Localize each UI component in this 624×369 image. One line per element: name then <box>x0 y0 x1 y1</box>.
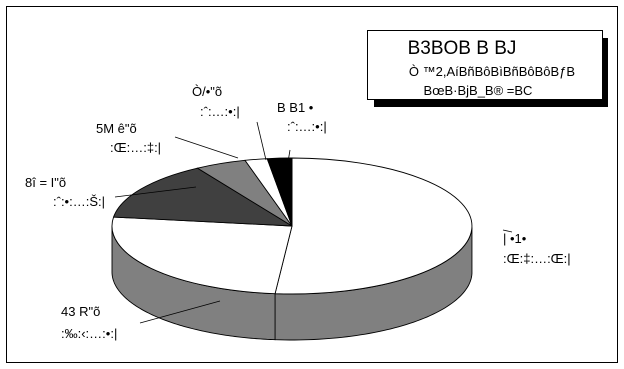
slice-3-value: :ˆ:•:…:Š:| <box>53 194 105 209</box>
slice-4-name: 5M ê"õ <box>96 121 137 136</box>
pie-slice-1 <box>274 157 473 295</box>
slice-labels: | •1• :Œ:‡:…:Œ:| 43 R"õ :‰:‹:…:•:| 8î = … <box>25 84 571 341</box>
pie-slice-6 <box>266 157 293 227</box>
leader-lines <box>114 121 513 324</box>
slice-4-value: :Œ:…:‡:| <box>110 140 161 155</box>
slice-1-name: | •1• <box>503 231 527 246</box>
pie-slice-3 <box>112 167 293 227</box>
slice-2-name: 43 R"õ <box>61 304 100 319</box>
pie-slice-2 <box>111 216 293 295</box>
slice-6-name: B B1 • <box>277 100 314 115</box>
chart-title: B3BOB B BJ <box>408 38 517 59</box>
title-box-frame <box>367 30 603 100</box>
slice-3-name: 8î = I"õ <box>25 175 66 190</box>
slice-5-name: Ò/•"õ <box>192 84 222 99</box>
leader-line-1 <box>502 229 513 233</box>
chart-subtitle-line-1: Ò ™2,AíBñBôBìBñBôBôBƒB <box>409 64 575 79</box>
leader-line-2 <box>139 300 221 324</box>
chart-subtitle-line-2: BœB·BjB_B® =BC <box>424 83 533 98</box>
leader-line-6 <box>287 149 291 163</box>
leader-line-5 <box>256 121 267 161</box>
title-box: B3BOB B BJ Ò ™2,AíBñBôBìBñBôBôBƒB BœB·Bj… <box>367 30 608 107</box>
leader-line-3 <box>114 186 197 198</box>
leader-line-4 <box>174 136 239 159</box>
slice-5-value: :ˆ:…:•:| <box>200 104 240 119</box>
pie-group <box>111 157 473 341</box>
slice-6-value: :ˆ:…:•:| <box>287 119 327 134</box>
slice-2-value: :‰:‹:…:•:| <box>61 326 117 341</box>
slice-1-value: :Œ:‡:…:Œ:| <box>503 251 571 266</box>
